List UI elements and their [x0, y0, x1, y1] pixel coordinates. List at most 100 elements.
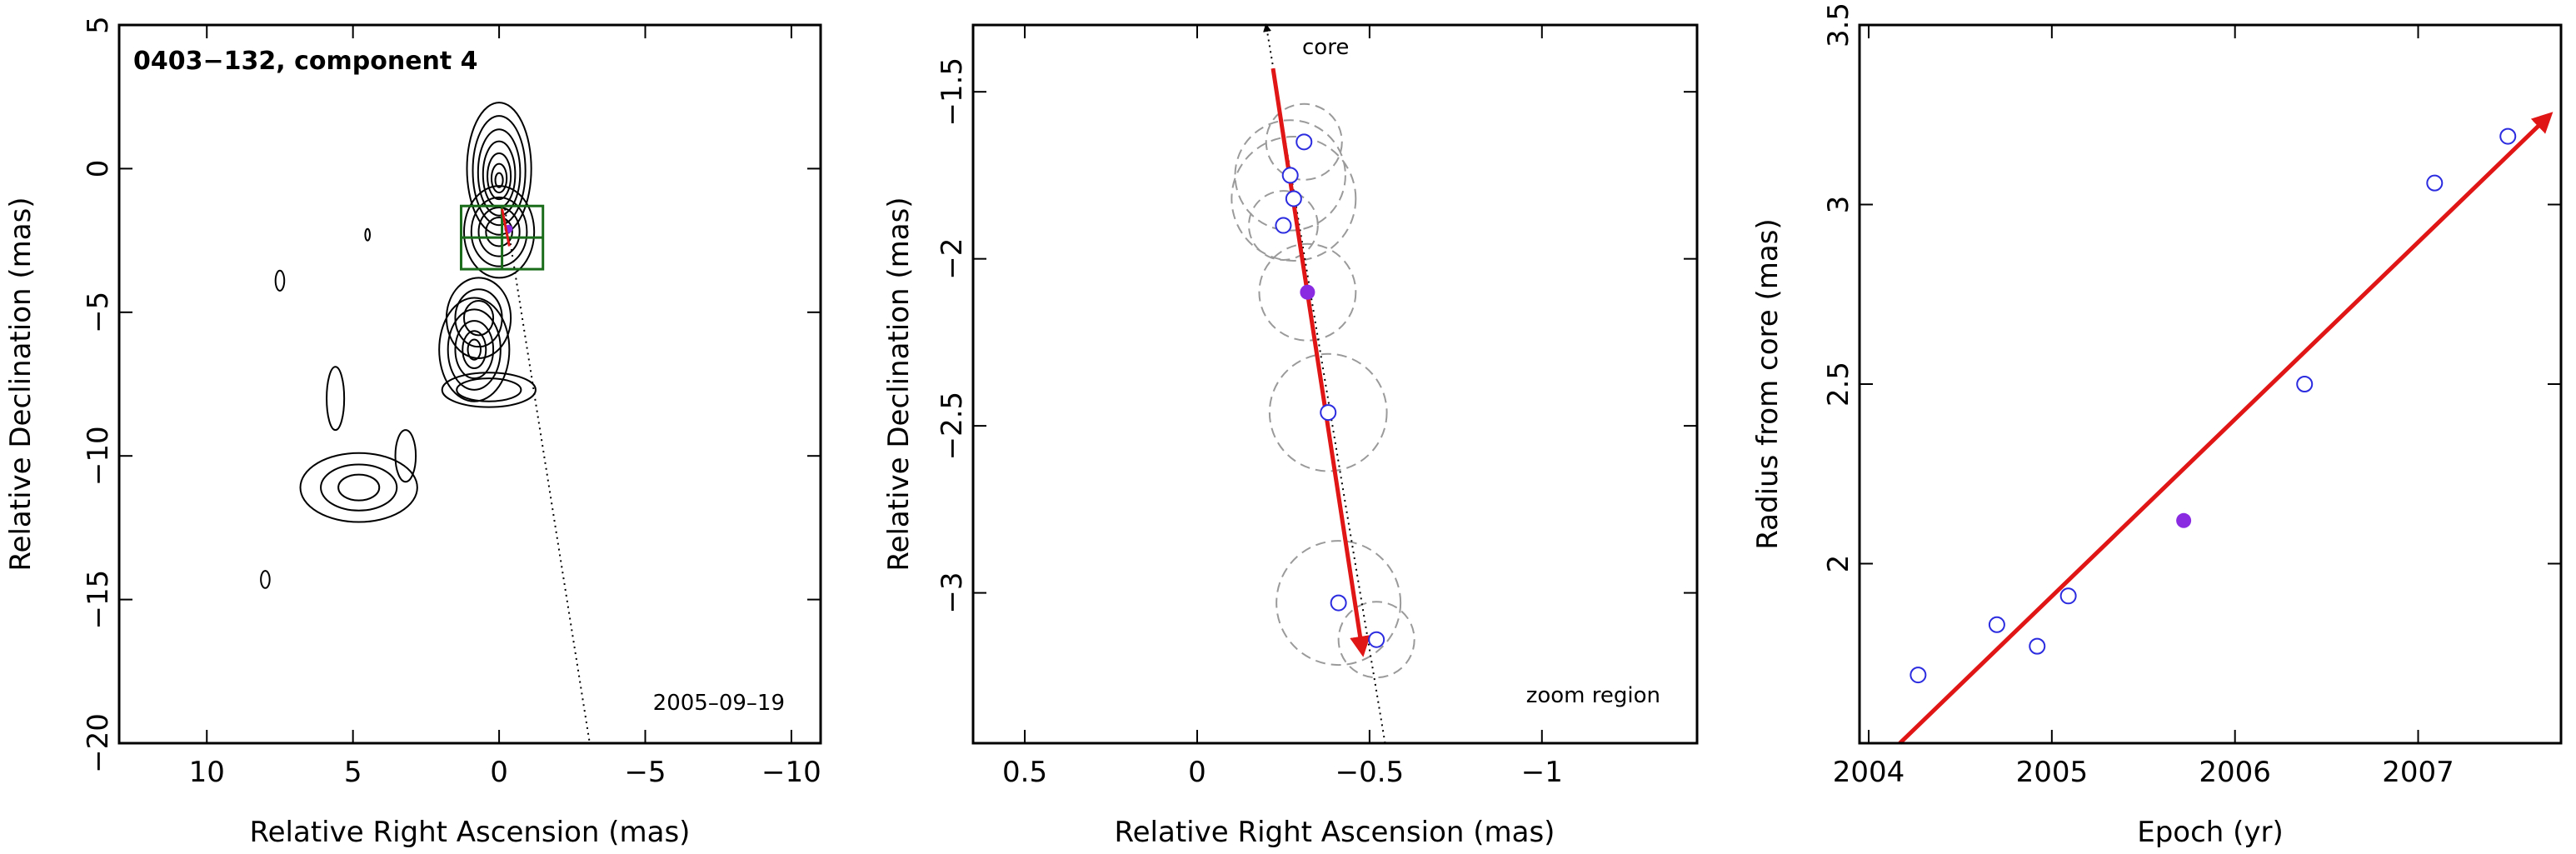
data-point: [2059, 587, 2077, 605]
motion-vector: [501, 208, 511, 247]
data-point: [1320, 404, 1337, 422]
date-label: 2005–09–19: [653, 691, 785, 716]
contour-line: [470, 196, 528, 267]
x-tick-label: 2006: [2199, 756, 2271, 789]
error-circle: [1265, 102, 1343, 181]
error-circle: [1337, 601, 1415, 679]
x-tick-label: 0.5: [1002, 756, 1047, 789]
x-tick-label: −1: [1521, 756, 1563, 789]
radius-epoch-panel: 2004 2005 2006 2007 2 2.5 3 3.5 Epoch (yr) Radi…: [1751, 2, 2563, 849]
zoom-panel: 0.5 0 −0.5 −1−1.5−2−2.5−3 core zoom region …: [882, 23, 1699, 849]
contour-line: [494, 172, 504, 188]
contour-line: [477, 206, 521, 257]
y-tick-label: −2: [936, 238, 969, 280]
x-tick-label: 0: [490, 756, 508, 789]
x-tick-label: 2007: [2382, 756, 2454, 789]
zoom-region-label: zoom region: [1526, 683, 1660, 708]
data-point: [1285, 190, 1302, 207]
data-point: [2426, 174, 2444, 192]
x-tick-label: −5: [624, 756, 666, 789]
axis-ticks: 2004 2005 2006 2007 2 2.5 3 3.5: [1822, 2, 2561, 789]
contour-line: [274, 269, 286, 292]
plot-frame: [971, 23, 1699, 745]
y-tick-label: −15: [82, 570, 115, 630]
x-axis-label: Epoch (yr): [2137, 816, 2284, 849]
data-point: [1330, 594, 1347, 612]
x-tick-label: 5: [344, 756, 362, 789]
contour-line: [326, 366, 346, 432]
y-tick-label: −3: [936, 572, 969, 614]
data-point: [1275, 217, 1292, 234]
contour-line: [454, 320, 495, 380]
plot-frame: [1858, 23, 2563, 745]
contour-line: [441, 372, 537, 408]
x-axis-label: Relative Right Ascension (mas): [1115, 816, 1555, 849]
contour-line: [485, 217, 513, 247]
error-circle: [1276, 540, 1402, 667]
x-tick-label: −10: [761, 756, 821, 789]
data-point-highlight: [2176, 512, 2192, 528]
map-title: 0403−132, component 4: [133, 47, 478, 76]
motion-vector: [1271, 67, 1370, 657]
y-axis-label: Radius from core (mas): [1751, 218, 1785, 549]
y-axis-label: Relative Declination (mas): [882, 197, 916, 571]
contour-overlay: [459, 204, 591, 744]
contour-line: [320, 463, 398, 512]
contour-line: [364, 227, 372, 242]
contour-map-panel: 10 5 0 −5 −10 5 0 −5 −10 −15 −20 0403−132, compone…: [4, 16, 822, 849]
x-tick-label: 2005: [2016, 756, 2089, 789]
x-tick-label: −0.5: [1335, 756, 1405, 789]
y-tick-label: −2.5: [936, 392, 969, 461]
plot-frame: [117, 23, 822, 745]
y-tick-label: −10: [82, 426, 115, 486]
contour-lines: [260, 102, 537, 589]
error-circle: [1234, 119, 1346, 232]
x-tick-label: 10: [189, 756, 225, 789]
y-axis-label: Relative Declination (mas): [4, 197, 37, 571]
x-tick-label: 2004: [1833, 756, 1905, 789]
y-tick-label: −1.5: [936, 57, 969, 127]
contour-line: [477, 128, 522, 217]
y-tick-label: 5: [82, 16, 115, 34]
contour-line: [260, 570, 271, 589]
data-point: [2296, 376, 2314, 392]
error-circle: [1258, 242, 1357, 342]
zoom-marks: [1231, 23, 1415, 744]
core-label: core: [1302, 35, 1349, 60]
contour-line: [299, 452, 418, 523]
error-circle: [1231, 135, 1357, 262]
contour-line: [394, 429, 417, 483]
contour-line: [466, 102, 532, 236]
y-tick-label: 3.5: [1822, 2, 1855, 47]
data-point: [1368, 631, 1385, 648]
contour-line: [467, 338, 482, 361]
error-circle: [1248, 190, 1319, 261]
y-tick-label: −20: [82, 713, 115, 773]
y-tick-label: 3: [1822, 196, 1855, 214]
y-tick-label: 0: [82, 160, 115, 178]
contour-line: [447, 308, 502, 391]
contour-line: [337, 473, 381, 502]
data-point: [1281, 167, 1299, 184]
data-point: [1295, 133, 1313, 151]
contour-line: [490, 162, 508, 194]
trajectory-line: [504, 208, 591, 744]
contour-line: [462, 185, 536, 279]
data-point: [1988, 616, 2005, 633]
contour-line: [472, 115, 527, 227]
data-point-highlight: [1300, 284, 1315, 300]
contour-line: [456, 377, 522, 402]
contour-line: [462, 330, 487, 370]
data-point: [2029, 637, 2046, 655]
x-axis-label: Relative Right Ascension (mas): [250, 816, 691, 849]
contour-line: [438, 297, 511, 402]
x-tick-label: 0: [1188, 756, 1206, 789]
data-point: [2499, 127, 2517, 145]
fit-line: [1898, 112, 2554, 745]
axis-ticks: 10 5 0 −5 −10 5 0 −5 −10 −15 −20: [82, 16, 821, 789]
y-tick-label: 2: [1822, 555, 1855, 573]
data-point: [1910, 667, 1927, 684]
contour-line: [487, 152, 512, 201]
y-tick-label: 2.5: [1822, 362, 1855, 407]
